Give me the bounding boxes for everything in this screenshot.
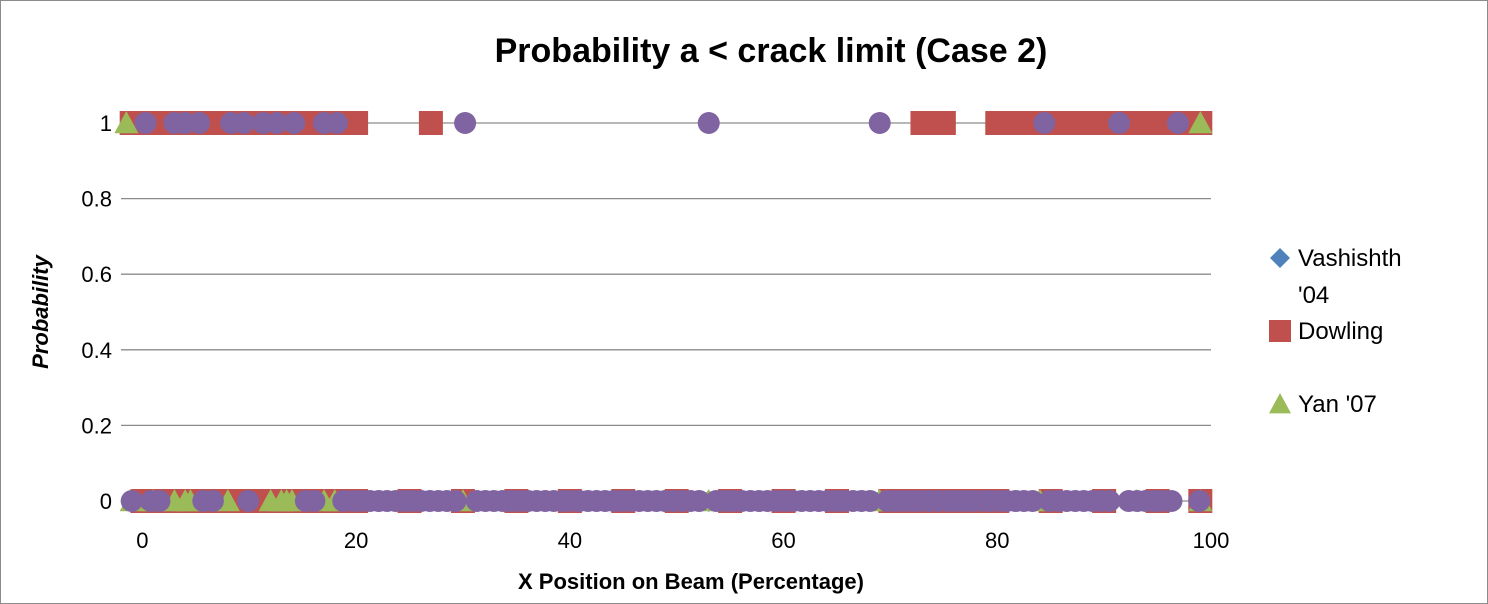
marker-circle: [454, 112, 477, 134]
marker-circle: [188, 112, 211, 134]
x-tick-label: 0: [136, 528, 148, 553]
marker-circle: [148, 490, 171, 512]
series-1: [119, 111, 1213, 513]
y-tick-label: 0.4: [81, 338, 112, 363]
marker-circle: [232, 112, 255, 134]
x-tick-label: 100: [1193, 528, 1230, 553]
legend-label: Yan '07: [1298, 391, 1377, 418]
legend-label: Dowling: [1298, 318, 1383, 345]
marker-square: [344, 111, 369, 135]
legend: Vashishth '04 Dowling Yan '07: [1269, 245, 1402, 418]
marker-triangle: [1188, 111, 1213, 134]
marker-square: [910, 111, 935, 135]
marker-square: [418, 111, 443, 135]
y-tick-label: 0.8: [81, 187, 112, 212]
marker-triangle: [114, 111, 139, 134]
marker-circle: [134, 112, 157, 134]
x-tick-label: 20: [344, 528, 368, 553]
legend-label: '04: [1298, 282, 1329, 309]
marker-circle: [868, 112, 891, 134]
y-tick-label: 0.6: [81, 262, 112, 287]
marker-circle: [237, 490, 260, 512]
marker-circle: [325, 112, 348, 134]
marker-circle: [688, 490, 711, 512]
marker-circle: [1188, 490, 1211, 512]
marker-circle: [1108, 112, 1131, 134]
marker-circle: [201, 490, 224, 512]
marker-circle: [283, 112, 306, 134]
x-tick-label: 80: [985, 528, 1009, 553]
series-2: [114, 111, 1213, 512]
marker-circle: [1021, 490, 1044, 512]
y-tick-label: 1: [100, 111, 112, 136]
marker-circle: [1166, 112, 1189, 134]
series-3: [120, 112, 1211, 512]
marker-diamond: [1270, 248, 1290, 268]
marker-circle: [1033, 112, 1056, 134]
marker-square: [931, 111, 956, 135]
marker-triangle: [1269, 393, 1291, 414]
x-tick-label: 60: [771, 528, 795, 553]
marker-circle: [1098, 490, 1121, 512]
marker-circle: [1160, 490, 1183, 512]
marker-square: [1269, 320, 1291, 342]
x-tick-labels: 0 20 40 60 80 100: [136, 528, 1229, 553]
x-tick-label: 40: [558, 528, 582, 553]
y-tick-labels: 0 0.2 0.4 0.6 0.8 1: [81, 111, 112, 514]
legend-label: Vashishth: [1298, 245, 1402, 272]
data-marks: [114, 111, 1213, 513]
marker-circle: [120, 490, 143, 512]
marker-circle: [697, 112, 720, 134]
series-0: [120, 112, 1212, 512]
marker-circle: [303, 490, 326, 512]
y-tick-label: 0.2: [81, 413, 112, 438]
x-axis-label: X Position on Beam (Percentage): [518, 569, 864, 594]
y-axis-label: Probability: [28, 253, 53, 368]
marker-circle: [859, 490, 882, 512]
marker-circle: [266, 112, 289, 134]
gridlines: [121, 122, 1211, 502]
marker-circle: [444, 490, 467, 512]
y-tick-label: 0: [100, 489, 112, 514]
chart-title: Probability a < crack limit (Case 2): [495, 32, 1048, 70]
